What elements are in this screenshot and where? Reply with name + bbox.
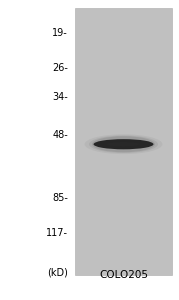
Text: 26-: 26- [52, 63, 68, 73]
Text: (kD): (kD) [47, 268, 68, 278]
Text: COLO205: COLO205 [99, 271, 148, 281]
Ellipse shape [89, 136, 158, 153]
Text: 19-: 19- [52, 28, 68, 38]
Ellipse shape [94, 139, 153, 149]
Text: 34-: 34- [52, 92, 68, 103]
Text: 48-: 48- [52, 130, 68, 140]
Text: 85-: 85- [52, 193, 68, 203]
Ellipse shape [84, 134, 163, 154]
Ellipse shape [107, 142, 140, 146]
Text: 117-: 117- [46, 228, 68, 239]
Ellipse shape [92, 136, 155, 152]
FancyBboxPatch shape [75, 8, 172, 274]
